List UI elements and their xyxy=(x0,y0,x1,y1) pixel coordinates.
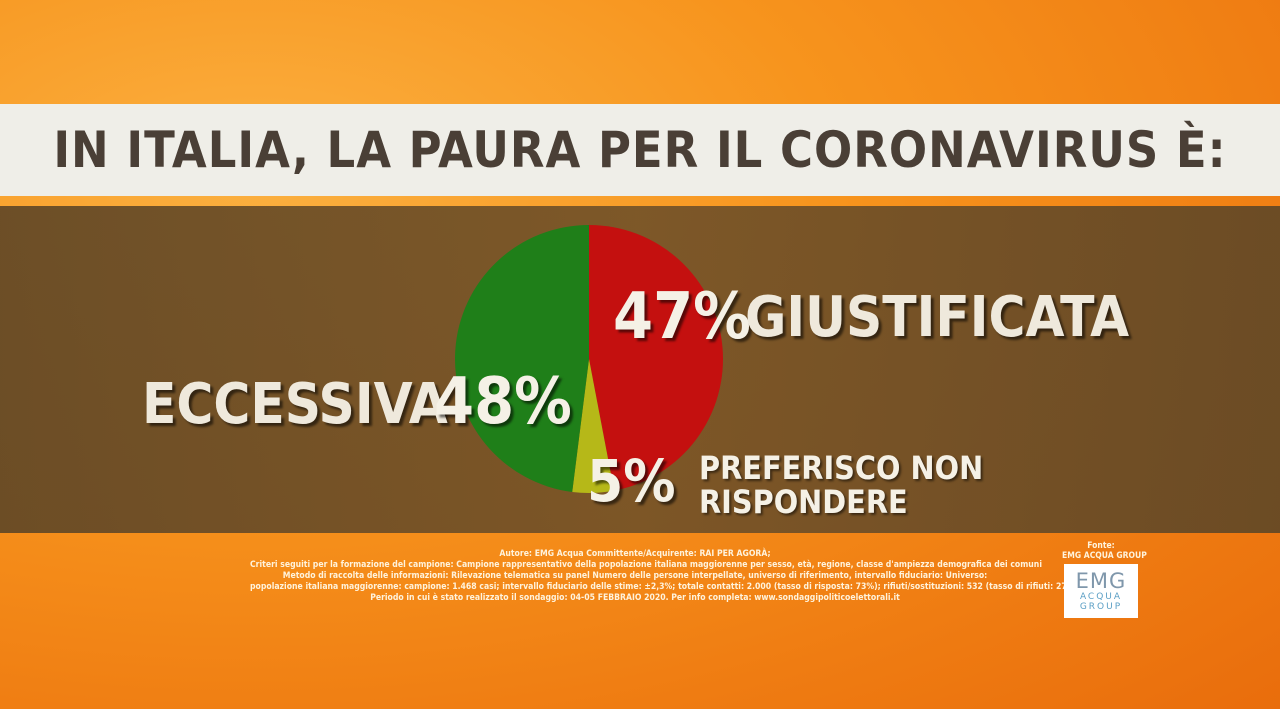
chart-title: IN ITALIA, LA PAURA PER IL CORONAVIRUS È… xyxy=(53,121,1227,179)
source-name: EMG ACQUA GROUP xyxy=(1062,551,1147,561)
logo-sub-text: ACQUA GROUP xyxy=(1079,592,1123,612)
eccessiva-pct-label: 48% xyxy=(434,365,572,439)
footer-line: Periodo in cui è stato realizzato il son… xyxy=(370,593,900,603)
non-risp-label-line1: PREFERISCO NON xyxy=(699,449,984,487)
title-bar: IN ITALIA, LA PAURA PER IL CORONAVIRUS È… xyxy=(0,104,1280,196)
footer-line: Metodo di raccolta delle informazioni: R… xyxy=(282,571,988,581)
giustificata-pct-label: 47% xyxy=(613,280,751,354)
pie-slice-eccessiva xyxy=(454,225,589,492)
footer-line: Criteri seguiti per la formazione del ca… xyxy=(250,560,1042,570)
eccessiva-label: ECCESSIVA xyxy=(142,372,448,437)
pie-slice-preferisco-non-rispondere xyxy=(572,359,615,493)
emg-logo: EMG ACQUA GROUP xyxy=(1064,564,1138,618)
giustificata-label: GIUSTIFICATA xyxy=(745,285,1130,350)
source-block: Fonte: EMG ACQUA GROUP EMG ACQUA GROUP xyxy=(1062,541,1147,618)
footer-line: Autore: EMG Acqua Committente/Acquirente… xyxy=(499,549,771,559)
source-label: Fonte: xyxy=(1087,541,1115,551)
non-risp-label-line2: RISPONDERE xyxy=(699,483,908,521)
pie-slice-giustificata xyxy=(589,225,724,491)
non-risp-pct-label: 5% xyxy=(587,447,676,515)
methodology-footer: Autore: EMG Acqua Committente/Acquirente… xyxy=(250,549,1081,604)
logo-main-text: EMG xyxy=(1075,569,1127,593)
footer-line: popolazione italiana maggiorenne: campio… xyxy=(250,582,1081,592)
